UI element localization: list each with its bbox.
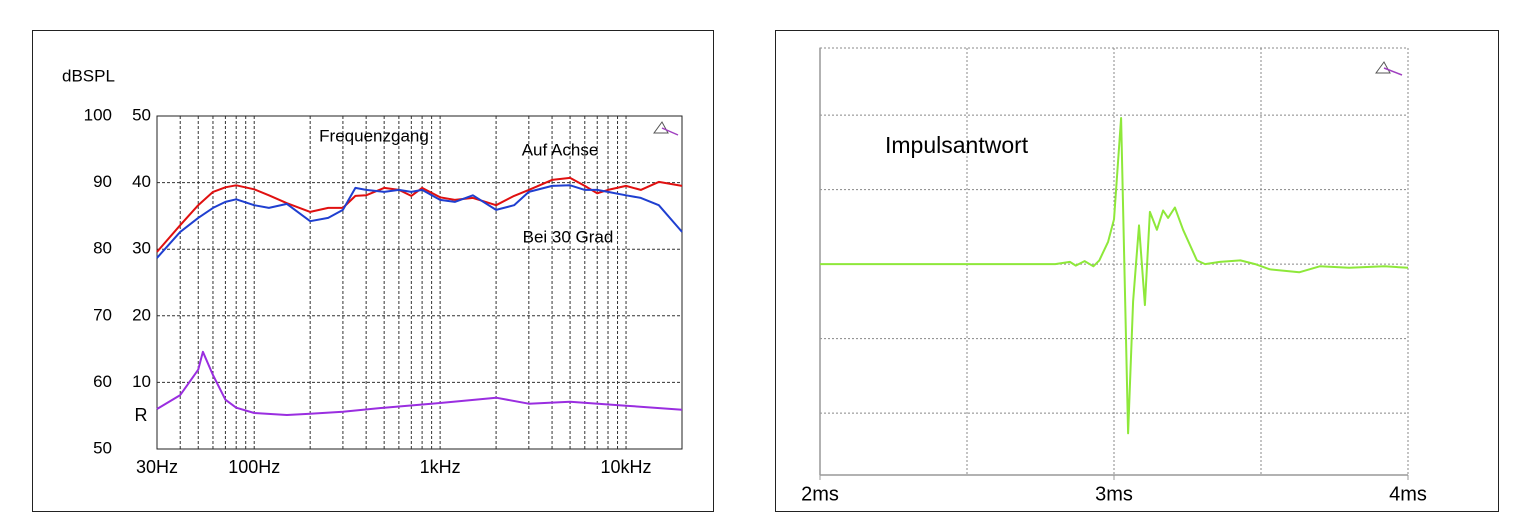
series-line <box>156 184 683 259</box>
icon <box>1375 61 1403 76</box>
y-tick-label: 60 <box>93 372 112 391</box>
y-tick-label: 90 <box>93 172 112 191</box>
icon <box>653 121 679 136</box>
y2-tick-label: 10 <box>132 372 151 391</box>
x-tick-label: 30Hz <box>136 457 178 477</box>
y2-tick-label: 30 <box>132 239 151 258</box>
x-tick-label: 3ms <box>1095 483 1133 505</box>
right-panel <box>775 30 1499 512</box>
y2-tick-label: 20 <box>132 305 151 324</box>
plot-frame <box>156 115 683 450</box>
y-tick-label: 70 <box>93 305 112 324</box>
y2-axis-label: R <box>135 405 148 425</box>
x-tick-label: 10kHz <box>601 457 652 477</box>
series-line <box>156 350 683 416</box>
x-tick-label: 100Hz <box>228 457 280 477</box>
series-line <box>820 117 1409 435</box>
left-panel <box>32 30 714 512</box>
y-tick-label: 100 <box>84 105 112 124</box>
y-tick-label: 80 <box>93 239 112 258</box>
x-tick-label: 4ms <box>1389 483 1427 505</box>
series-label: Auf Achse <box>522 140 599 159</box>
series-label: Bei 30 Grad <box>523 227 614 246</box>
chart-title: Impulsantwort <box>885 132 1029 158</box>
y2-tick-label: 40 <box>132 172 151 191</box>
x-tick-label: 1kHz <box>420 457 461 477</box>
y-axis-label: dBSPL <box>62 66 115 85</box>
y2-tick-label: 50 <box>132 105 151 124</box>
chart-title: Frequenzgang <box>319 126 429 145</box>
x-tick-label: 2ms <box>801 483 839 505</box>
y-tick-label: 50 <box>93 438 112 457</box>
